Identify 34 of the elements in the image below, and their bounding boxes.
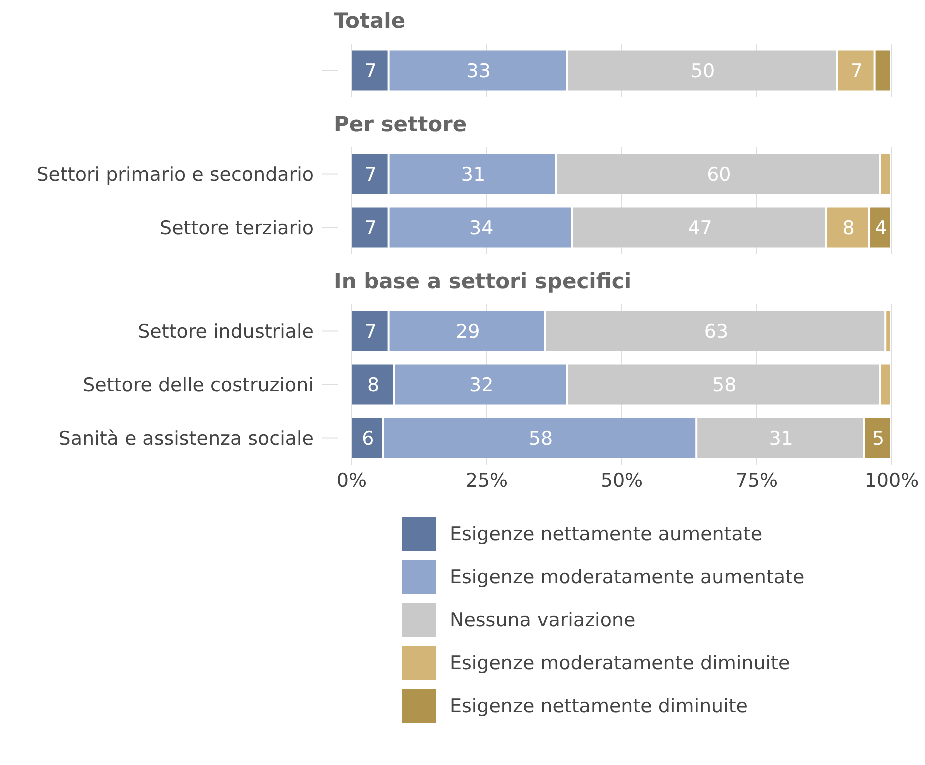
y-tick-label: Settore industriale <box>138 320 314 343</box>
legend-label: Esigenze moderatamente diminuite <box>450 652 790 675</box>
chart-title: Per settore <box>334 112 468 136</box>
data-label: 8 <box>842 217 855 240</box>
legend-label: Esigenze nettamente aumentate <box>450 524 763 546</box>
legend-label: Nessuna variazione <box>450 610 636 632</box>
legend-label: Esigenze moderatamente aumentate <box>450 566 805 589</box>
data-label: 29 <box>456 320 480 343</box>
data-label: 33 <box>466 60 491 82</box>
legend-label: Esigenze nettamente diminuite <box>450 696 748 718</box>
data-label: 7 <box>364 217 377 240</box>
chart-title: In base a settori specifici <box>334 270 632 294</box>
data-label: 58 <box>528 428 554 450</box>
x-tick-label: 50% <box>600 470 644 492</box>
data-label: 8 <box>368 374 380 396</box>
y-tick-label: Settore delle costruzioni <box>83 374 314 396</box>
data-label: 34 <box>470 217 494 240</box>
data-label: 7 <box>364 60 377 82</box>
data-label: 7 <box>364 320 377 343</box>
data-label: 4 <box>875 217 888 240</box>
data-label: 6 <box>362 428 374 450</box>
x-tick-label: 0% <box>336 470 368 492</box>
data-label: 7 <box>850 60 863 82</box>
x-tick-label: 25% <box>466 470 508 492</box>
data-label: 7 <box>364 164 377 186</box>
y-tick-label: Sanità e assistenza sociale <box>58 428 314 450</box>
data-label: 31 <box>461 164 486 186</box>
data-label: 32 <box>470 374 494 396</box>
x-tick-label: 75% <box>736 470 778 492</box>
y-tick-label: Settori primario e secondario <box>36 164 314 186</box>
y-tick-label: Settore terziario <box>160 217 314 240</box>
x-tick-label: 100% <box>864 470 920 492</box>
chart-title: Totale <box>334 9 406 33</box>
data-label: 5 <box>872 428 885 450</box>
